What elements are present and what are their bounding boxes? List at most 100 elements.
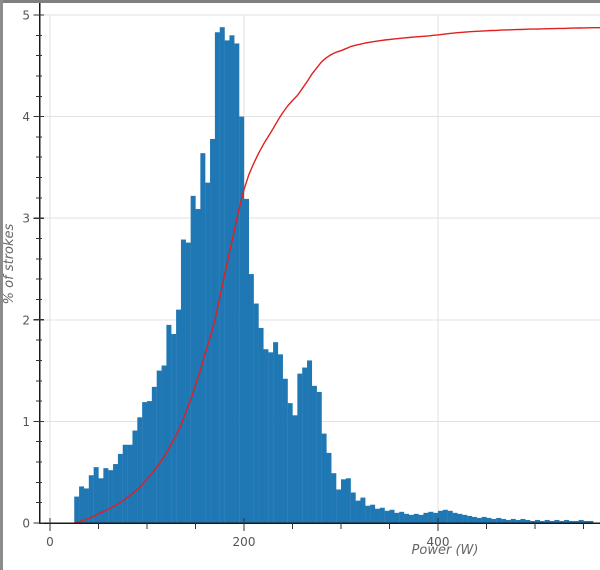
histogram-bar bbox=[113, 464, 119, 523]
histogram-bar bbox=[321, 433, 327, 523]
histogram-bar bbox=[311, 385, 317, 523]
y-tick-label: 3 bbox=[22, 212, 30, 226]
histogram-bar bbox=[501, 518, 507, 523]
gridlines bbox=[39, 14, 600, 523]
histogram-bar bbox=[355, 500, 361, 523]
histogram-bar bbox=[370, 504, 376, 523]
histogram-bar bbox=[350, 492, 356, 523]
histogram-bar bbox=[573, 520, 579, 523]
histogram-bar bbox=[491, 518, 497, 523]
histogram-bar bbox=[433, 512, 439, 523]
histogram-bar bbox=[253, 303, 259, 523]
histogram-bar bbox=[93, 467, 99, 523]
histogram-bar bbox=[190, 195, 196, 523]
histogram-bar bbox=[423, 512, 429, 523]
histogram-bar bbox=[98, 478, 104, 523]
histogram-bar bbox=[147, 401, 152, 523]
window-border-left bbox=[0, 0, 3, 570]
histogram-bar bbox=[559, 520, 565, 523]
histogram-bar bbox=[108, 470, 114, 523]
histogram-bar bbox=[374, 508, 380, 523]
histogram-bar bbox=[83, 488, 89, 523]
histogram-bar bbox=[331, 473, 337, 523]
histogram-bar bbox=[413, 513, 419, 523]
histogram-bar bbox=[224, 40, 230, 524]
x-axis-title: Power (W) bbox=[412, 543, 479, 558]
axes-and-ticks bbox=[33, 3, 600, 531]
cumulative-line bbox=[74, 27, 600, 524]
histogram-bar bbox=[239, 116, 245, 523]
histogram-bar bbox=[539, 520, 545, 523]
histogram-bars bbox=[74, 27, 594, 524]
histogram-bar bbox=[277, 354, 283, 523]
histogram-bar bbox=[583, 520, 589, 523]
histogram-bar bbox=[447, 510, 453, 523]
histogram-bar bbox=[273, 342, 279, 523]
x-tick-label: 0 bbox=[46, 535, 54, 549]
histogram-bar bbox=[379, 507, 385, 523]
histogram-bar bbox=[360, 497, 366, 523]
window-border-top bbox=[0, 0, 600, 3]
y-tick-label: 1 bbox=[22, 415, 30, 429]
histogram-bar bbox=[156, 370, 162, 523]
histogram-bar bbox=[568, 520, 574, 523]
histogram-bar bbox=[244, 198, 249, 523]
histogram-bar bbox=[166, 324, 172, 523]
histogram-bar bbox=[142, 402, 148, 523]
histogram-bar bbox=[292, 415, 298, 523]
histogram-bar bbox=[384, 510, 390, 523]
histogram-bar bbox=[195, 209, 201, 523]
histogram-bar bbox=[394, 512, 400, 523]
histogram-bar bbox=[471, 516, 477, 523]
histogram-bar bbox=[219, 27, 225, 524]
histogram-bar bbox=[229, 35, 235, 523]
histogram-bar bbox=[258, 327, 264, 523]
histogram-bar bbox=[176, 309, 182, 523]
tick-labels: 0 1 2 3 4 5 0 200 400 bbox=[22, 9, 449, 550]
histogram-bar bbox=[200, 153, 206, 523]
histogram-bar bbox=[389, 509, 395, 523]
histogram-bar bbox=[268, 352, 274, 523]
histogram-bar bbox=[88, 475, 94, 523]
histogram-bar bbox=[530, 520, 536, 523]
histogram-bar bbox=[263, 349, 269, 523]
histogram-bar bbox=[282, 378, 288, 523]
y-tick-label: 5 bbox=[22, 9, 30, 23]
histogram-bar bbox=[462, 514, 468, 523]
histogram-bar bbox=[515, 519, 521, 523]
histogram-bar bbox=[205, 182, 211, 523]
histogram-bar bbox=[287, 403, 293, 523]
histogram-bar bbox=[496, 517, 502, 523]
histogram-bar bbox=[345, 478, 351, 523]
histogram-bar bbox=[399, 511, 405, 523]
histogram-bar bbox=[467, 515, 473, 523]
histogram-bar bbox=[122, 444, 128, 523]
histogram-bar bbox=[408, 514, 414, 523]
histogram-bar bbox=[476, 517, 482, 523]
y-tick-label: 0 bbox=[22, 517, 30, 531]
histogram-bar bbox=[248, 274, 254, 523]
y-tick-label: 4 bbox=[22, 110, 30, 124]
histogram-bar bbox=[404, 513, 410, 523]
histogram-bar bbox=[418, 514, 424, 523]
histogram-bar bbox=[180, 239, 186, 523]
histogram-bar bbox=[578, 519, 584, 523]
histogram-bar bbox=[161, 365, 167, 523]
histogram-bar bbox=[103, 468, 109, 523]
histogram-bar bbox=[302, 367, 308, 523]
histogram-bar bbox=[79, 486, 85, 523]
histogram-bar bbox=[544, 519, 550, 523]
histogram-bar bbox=[365, 505, 371, 523]
histogram-bar bbox=[127, 444, 133, 523]
histogram-bar bbox=[234, 43, 240, 524]
x-tick-label: 200 bbox=[233, 535, 256, 549]
y-tick-label: 2 bbox=[22, 313, 30, 327]
histogram-bar bbox=[486, 517, 492, 523]
histogram-bar bbox=[74, 496, 80, 523]
histogram-bar bbox=[554, 519, 560, 523]
histogram-bar bbox=[297, 373, 303, 523]
histogram-bar bbox=[481, 516, 487, 523]
histogram-bar bbox=[151, 386, 157, 523]
